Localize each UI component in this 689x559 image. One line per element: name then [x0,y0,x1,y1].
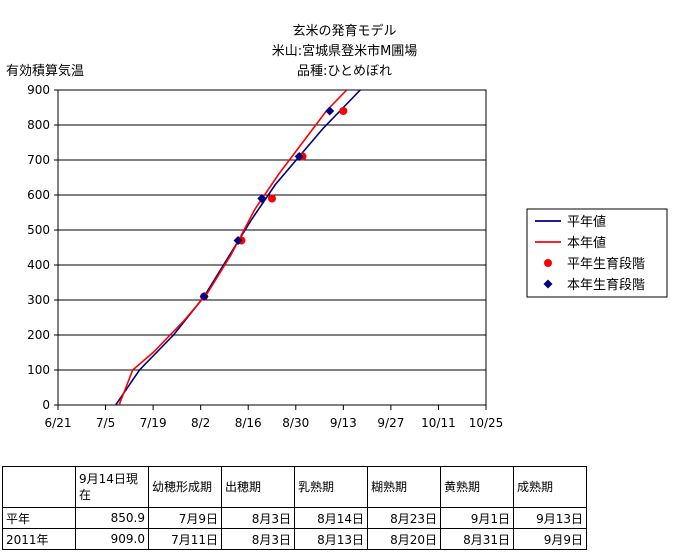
table-cell: 平年 [2,507,76,529]
x-tick-label: 7/19 [140,416,167,430]
series-line [115,90,361,405]
table-cell: 2011年 [2,528,76,550]
chart-area: 0 100 200 300 400 500 600 700 800 900 6/21 7/5 7/19 8… [27,83,668,430]
y-tick-label: 400 [27,258,50,272]
series-point [233,236,243,245]
series-point [325,106,335,116]
table-cell: 8月14日 [294,507,368,529]
series-point [199,292,209,301]
x-tick-label: 8/16 [235,416,262,430]
table-cell: 8月20日 [367,528,441,550]
table-header-cell: 成熟期 [513,466,587,508]
x-tick-label: 8/2 [191,416,210,430]
table-cell: 8月3日 [221,528,295,550]
table-row: 2011年 909.0 7月11日 8月3日 8月13日 8月20日 8月31日… [2,528,587,550]
x-tick-label: 10/25 [469,416,504,430]
chart-subtitle-variety: 品種:ひとめぼれ [297,64,392,79]
y-tick-label: 300 [27,293,50,307]
x-tick-label: 6/21 [45,416,72,430]
series-point [257,194,267,203]
stage-table: 9月14日現在 幼穂形成期 出穂期 乳熟期 糊熟期 黄熟期 成熟期 平年 850… [2,466,587,550]
chart-title: 玄米の発育モデル [292,24,397,39]
series-point [268,194,276,203]
legend-label: 平年値 [567,214,606,230]
table-header-cell: 9月14日現在 [75,466,149,508]
y-tick-label: 500 [27,223,50,237]
legend-swatch [544,259,552,267]
x-tick-label: 10/11 [421,416,456,430]
chart-subtitle-location: 米山:宮城県登米市M圃場 [271,44,418,59]
y-tick-label: 700 [27,153,50,167]
plot-frame [57,89,487,406]
table-header-row: 9月14日現在 幼穂形成期 出穂期 乳熟期 糊熟期 黄熟期 成熟期 [2,466,587,508]
y-tick-label: 0 [42,398,50,412]
legend-label: 本年値 [567,235,606,251]
series-point [339,107,348,115]
x-tick-label: 9/13 [330,416,357,430]
table-cell: 9月1日 [440,507,514,529]
legend-label: 平年生育段階 [567,256,645,272]
x-tick-label: 8/30 [282,416,309,430]
y-tick-label: 600 [27,188,50,202]
table-cell: 8月23日 [367,507,441,529]
series-point [294,152,304,161]
table-cell: 8月3日 [221,507,295,529]
table-header-cell: 糊熟期 [367,466,441,508]
y-axis-title: 有効積算気温 [6,64,85,79]
y-tick-label: 800 [27,118,50,132]
y-tick-label: 100 [27,363,50,377]
table-cell: 850.9 [75,507,149,529]
table-header-cell: 幼穂形成期 [148,466,222,508]
table-cell: 8月13日 [294,528,368,550]
x-tick-label: 9/27 [377,416,404,430]
y-tick-label: 900 [27,83,50,97]
series-line [118,90,348,405]
table-cell: 7月9日 [148,507,222,529]
table-header-cell: 黄熟期 [440,466,514,508]
x-tick-label: 7/5 [96,416,115,430]
y-tick-label: 200 [27,328,50,342]
legend-label: 本年生育段階 [567,277,645,293]
table-cell: 7月11日 [148,528,222,550]
table-row: 平年 850.9 7月9日 8月3日 8月14日 8月23日 9月1日 9月13… [2,507,587,529]
table-header-cell: 出穂期 [221,466,295,508]
legend-swatch [543,279,553,289]
table-header-cell [2,466,76,508]
table-cell: 9月13日 [513,507,587,529]
table-cell: 9月9日 [513,528,587,550]
table-cell: 8月31日 [440,528,514,550]
table-cell: 909.0 [75,528,149,550]
table-header-cell: 乳熟期 [294,466,368,508]
